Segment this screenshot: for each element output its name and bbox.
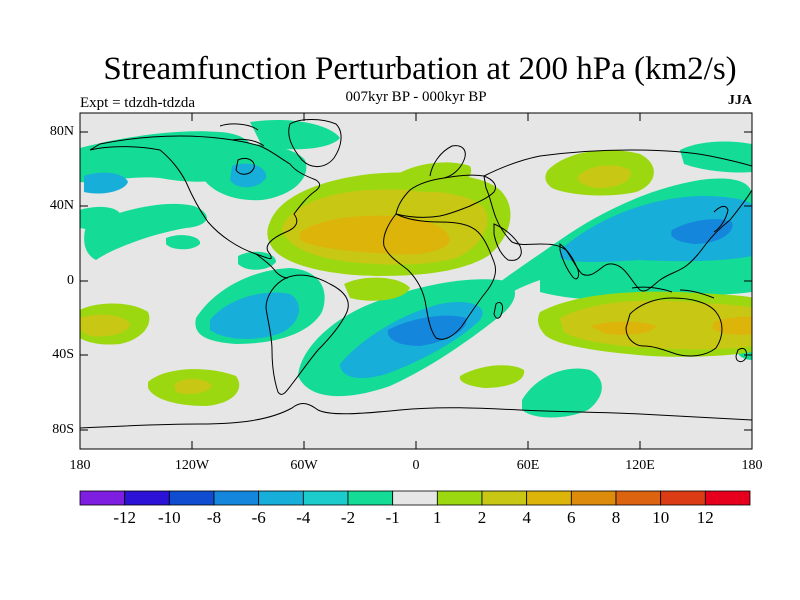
coastline-new-zealand	[735, 347, 747, 363]
coastline-greenland	[288, 119, 342, 167]
x-tick-label-180w: 180	[69, 458, 91, 473]
contour-pos-siberia-core	[577, 165, 631, 188]
colorbar-box	[660, 490, 706, 506]
contour-neg-mexico	[238, 251, 276, 270]
contour-pos-north-africa-core	[300, 215, 450, 255]
colorbar-label: -1	[385, 508, 400, 527]
coastlines	[80, 119, 752, 429]
contour-neg-south-america-core	[210, 292, 300, 339]
colorbar-box	[124, 490, 170, 506]
x-tick-label-120w: 120W	[174, 458, 210, 473]
coastline-asia	[483, 149, 752, 292]
colorbar	[79, 490, 751, 506]
y-tick-label-80n: 80N	[49, 124, 74, 139]
contour-neg-canada-core	[230, 163, 267, 188]
colorbar-box	[302, 490, 349, 506]
coastline-japan	[713, 205, 729, 233]
coastline-indonesia	[631, 286, 715, 299]
contour-pos-southeast-pacific-core	[174, 378, 212, 394]
coastline-madagascar	[493, 301, 503, 319]
contour-neg-north-pacific-core	[84, 172, 128, 194]
axis-ticks	[80, 113, 752, 449]
y-tick-label-40n: 40N	[49, 198, 74, 213]
season-label: JJA	[727, 93, 752, 108]
colorbar-box	[347, 490, 394, 506]
contour-pos-west-pacific-core	[80, 314, 130, 337]
coastline-antarctica	[80, 403, 752, 429]
colorbar-box	[436, 490, 483, 506]
colorbar-label: -2	[340, 508, 356, 527]
coastline-central-america	[255, 253, 289, 279]
contour-pos-atlantic-south	[459, 365, 525, 388]
colorbar-box	[79, 490, 126, 506]
coastline-south-america	[265, 274, 349, 395]
x-tick-label-180e: 180	[741, 458, 763, 473]
contour-neg-north-east-pacific	[84, 203, 207, 260]
x-tick-label-120e: 120E	[625, 458, 655, 473]
colorbar-box	[481, 490, 528, 506]
x-tick-label-60e: 60E	[516, 458, 540, 473]
coastline-scandinavia	[429, 145, 466, 179]
contour-neg-japan-core	[671, 219, 733, 244]
contour-pos-australia-ring	[560, 300, 752, 350]
coastline-hudson-bay	[235, 157, 255, 175]
y-tick-label-40s: 40S	[52, 347, 74, 362]
colorbar-label: 2	[477, 508, 487, 527]
coastline-north-america	[89, 135, 321, 260]
coastline-india	[559, 242, 579, 280]
colorbar-box	[570, 490, 617, 506]
plot-subtitle: 007kyr BP - 000kyr BP	[345, 89, 487, 105]
colorbar-label: -10	[157, 508, 181, 527]
colorbar-box	[392, 490, 438, 506]
colorbar-box	[213, 490, 260, 506]
contour-pos-europe	[392, 162, 472, 192]
x-tick-label-0: 0	[412, 458, 420, 473]
colorbar-label: -12	[113, 508, 137, 527]
y-tick-label-80s: 80S	[52, 422, 74, 437]
contour-neg-central-pacific-small	[166, 235, 201, 250]
colorbar-box	[258, 490, 304, 506]
colorbar-label: -8	[206, 508, 222, 527]
coastline-europe	[395, 174, 497, 218]
contour-neg-southern-ocean	[522, 368, 602, 418]
plot-title: Streamfunction Perturbation at 200 hPa (…	[103, 51, 737, 87]
contour-pos-australia-core	[590, 321, 656, 335]
colorbar-label: 10	[652, 508, 670, 527]
colorbar-label: -4	[296, 508, 311, 527]
contour-neg-asia-core	[560, 196, 752, 262]
colorbar-label: 6	[567, 508, 576, 527]
y-tick-label-0: 0	[67, 273, 74, 288]
colorbar-label: 8	[611, 508, 621, 527]
colorbar-label: 12	[696, 508, 714, 527]
contour-neg-northeast	[250, 119, 340, 150]
colorbar-box	[704, 490, 751, 506]
x-tick-label-60w: 60W	[290, 458, 318, 473]
coastline-australia	[625, 297, 723, 357]
colorbar-label: 1	[433, 508, 442, 527]
colorbar-box	[168, 490, 215, 506]
contour-pos-subtropical-atlantic	[344, 277, 410, 301]
coastline-arabia	[493, 223, 522, 261]
coastline-africa	[383, 213, 497, 340]
experiment-label: Expt = tdzdh-tdzda	[80, 95, 196, 111]
colorbar-label: -6	[251, 508, 266, 527]
colorbar-label: 4	[522, 508, 531, 527]
colorbar-box	[615, 490, 662, 506]
colorbar-box	[526, 490, 572, 506]
coastline-arctic-islands	[219, 123, 265, 147]
